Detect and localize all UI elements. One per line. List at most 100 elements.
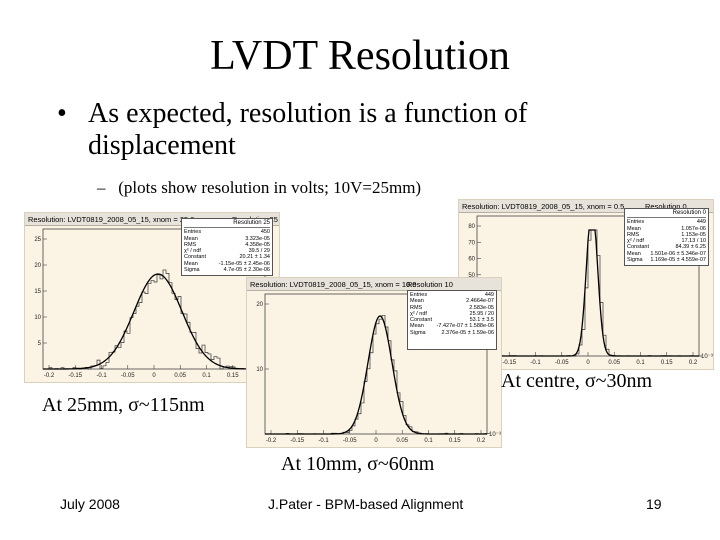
stats-key: Mean: [184, 235, 198, 242]
y-tick-label: 10: [34, 315, 41, 321]
slide-title: LVDT Resolution: [210, 33, 510, 79]
stats-value: 53.1 ± 3.5: [469, 317, 494, 324]
x-axis-exponent: 10⁻³: [489, 432, 501, 438]
x-tick-label: 0.05: [174, 373, 186, 379]
x-tick-label: 0.2: [689, 360, 698, 366]
footer-date: July 2008: [60, 496, 120, 512]
histogram-chart: 10 20 -0.2 -0.15 -0.1 -0.05 0 0.05 0.1 0.15 0.210⁻…: [256, 293, 501, 444]
stats-value: 2.376e-05 ± 1.59e-06: [441, 329, 494, 336]
stats-key: Mean: [627, 225, 641, 232]
y-tick-label: 20: [34, 263, 41, 269]
stats-value: 1.501e-06 ± 5.346e-07: [650, 250, 706, 257]
stats-row: Sigma 1.169e-05 ± 4.559e-07: [627, 257, 706, 263]
stats-key: RMS: [184, 241, 197, 248]
plot-title-left: Resolution: LVDT0819_2008_05_15, xnom = …: [250, 280, 417, 289]
x-tick-label: 0.15: [661, 360, 673, 366]
stats-row: Constant 20.21 ± 1.34: [184, 254, 270, 260]
stats-row: Constant 84.39 ± 6.25: [627, 244, 706, 250]
x-tick-label: 0: [152, 373, 156, 379]
histogram-steps: [43, 269, 268, 370]
x-tick-label: -0.05: [343, 438, 357, 444]
x-tick-label: -0.2: [266, 438, 277, 444]
y-tick-label: 10: [256, 367, 263, 373]
sub-bullet-text: (plots show resolution in volts; 10V=25m…: [118, 178, 422, 197]
x-tick-label: -0.2: [44, 373, 55, 379]
stats-value: 25.95 / 20: [469, 310, 494, 317]
x-axis-exponent: 10⁻³: [701, 354, 713, 360]
bullet-text: As expected, resolution is a function of…: [88, 98, 528, 161]
stats-key: χ² / ndf: [410, 310, 427, 317]
stats-key: Constant: [627, 244, 650, 251]
stats-key: Mean: [410, 323, 424, 330]
y-tick-label: 15: [34, 289, 41, 295]
x-tick-label: 0.05: [396, 438, 408, 444]
sub-bullet-marker: –: [97, 178, 106, 197]
stats-row: Entries 449: [410, 292, 494, 298]
sub-bullet: – (plots show resolution in volts; 10V=2…: [97, 178, 421, 198]
caption-25mm: At 25mm, σ~115nm: [42, 394, 205, 416]
stats-row: Mean 2.4664e-07: [410, 298, 494, 304]
stats-row: χ² / ndf 17.13 / 10: [627, 238, 706, 244]
y-tick-label: 25: [34, 237, 41, 243]
x-tick-label: 0: [374, 438, 378, 444]
plot-title-right: Resolution 0: [645, 202, 687, 211]
gaussian-fit-curve: [477, 229, 699, 357]
stats-row: Mean 1.057e-06: [627, 226, 706, 232]
stats-key: Entries: [410, 292, 428, 298]
stats-value: 449: [484, 292, 494, 298]
x-tick-label: -0.15: [502, 360, 516, 366]
stats-value: 84.39 ± 6.25: [675, 244, 706, 251]
stats-row: Mean 1.501e-06 ± 5.346e-07: [627, 251, 706, 257]
stats-value: 4.358e-05: [245, 241, 270, 248]
stats-value: -1.15e-05 ± 2.45e-06: [218, 260, 270, 267]
stats-key: Sigma: [627, 257, 643, 264]
caption-centre: At centre, σ~30nm: [501, 370, 653, 392]
stats-row: Mean 3.323e-05: [184, 236, 270, 242]
x-tick-label: 0.15: [227, 373, 239, 379]
footer-page-number: 19: [646, 496, 662, 512]
histogram-plot-25mm: Resolution: LVDT0819_2008_05_15, xnom = …: [24, 212, 280, 383]
gaussian-fit-curve: [265, 315, 487, 435]
stats-row: RMS 2.583e-05: [410, 305, 494, 311]
stats-row: RMS 4.358e-05: [184, 242, 270, 248]
x-tick-label: -0.05: [121, 373, 135, 379]
stats-value: 1.153e-05: [681, 231, 706, 238]
x-tick-label: -0.15: [68, 373, 82, 379]
x-tick-label: 0.15: [449, 438, 461, 444]
caption-10mm: At 10mm, σ~60nm: [281, 453, 435, 475]
stats-key: RMS: [410, 304, 423, 311]
x-tick-label: 0.05: [608, 360, 620, 366]
plot-title-right: Resolution 10: [407, 280, 453, 289]
x-tick-label: -0.15: [290, 438, 304, 444]
stats-box: Entries 449 Mean 2.4664e-07 RMS 2.583e-05 χ² /…: [407, 290, 497, 350]
stats-key: RMS: [627, 231, 640, 238]
x-tick-label: -0.05: [555, 360, 569, 366]
x-tick-label: -0.1: [96, 373, 107, 379]
stats-value: 2.583e-05: [469, 304, 494, 311]
stats-key: Mean: [627, 250, 641, 257]
stats-key: Constant: [410, 317, 433, 324]
stats-key: Mean: [184, 260, 198, 267]
stats-box: Resolution 25 Entries 450 Mean 3.323e-05 RMS 4…: [181, 218, 273, 276]
plot-title-left: Resolution: LVDT0819_2008_05_15, xnom = …: [462, 202, 625, 211]
stats-value: 3.323e-05: [245, 235, 270, 242]
stats-row: Constant 53.1 ± 3.5: [410, 317, 494, 323]
stats-key: Sigma: [410, 329, 426, 336]
stats-key: Entries: [627, 219, 645, 226]
x-tick-label: -0.1: [530, 360, 541, 366]
x-tick-label: -0.1: [318, 438, 329, 444]
stats-header: Resolution 0: [627, 210, 706, 219]
stats-key: Constant: [184, 254, 207, 261]
histogram-plot-centre: Resolution: LVDT0819_2008_05_15, xnom = …: [458, 199, 714, 370]
stats-key: χ² / ndf: [184, 248, 201, 255]
y-tick-label: 80: [468, 224, 475, 230]
stats-row: Mean -7.427e-07 ± 1.588e-06: [410, 323, 494, 329]
stats-value: 2.4664e-07: [466, 298, 494, 305]
footer-author: J.Pater - BPM-based Alignment: [268, 496, 464, 512]
stats-value: 449: [696, 219, 706, 226]
stats-box: Resolution 0 Entries 449 Mean 1.057e-06 RMS 1.…: [624, 208, 709, 266]
stats-row: χ² / ndf 25.95 / 20: [410, 311, 494, 317]
stats-key: Mean: [410, 298, 424, 305]
x-tick-label: 0: [586, 360, 590, 366]
stats-row: RMS 1.153e-05: [627, 232, 706, 238]
